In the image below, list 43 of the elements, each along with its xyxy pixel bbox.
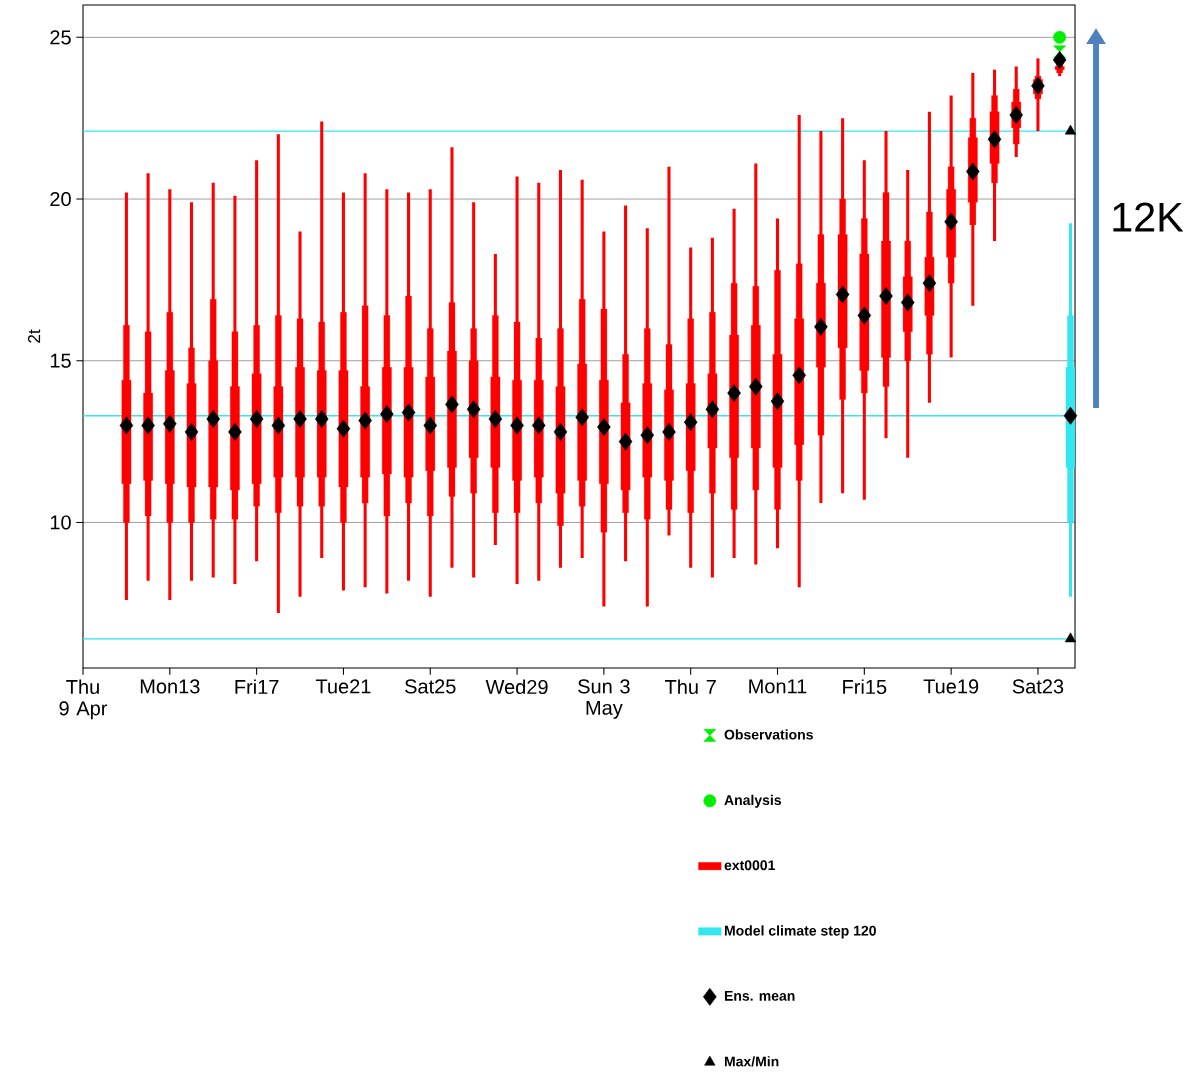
point (358, 411, 372, 430)
legend-label: Observations (724, 729, 813, 740)
text: 12K (1113, 202, 1184, 232)
point (900, 293, 915, 312)
point (228, 422, 242, 441)
x-tick-label: Tue21 (315, 679, 371, 694)
point (141, 416, 155, 435)
legend-label: Analysis (724, 794, 782, 808)
point (206, 410, 220, 428)
x-tick-label: Mon11 (749, 679, 807, 694)
point (380, 405, 394, 424)
point (814, 317, 828, 336)
x-tick-label: Fri15 (843, 679, 887, 695)
x-tick-label: Tue19 (923, 679, 979, 694)
point (1053, 45, 1067, 59)
legend-label: Max/Min (724, 1056, 779, 1067)
x-tick-label: Sun 3 May (578, 679, 630, 719)
x-tick-label: Sat25 (405, 679, 456, 694)
y-tick-label: 15 (50, 353, 71, 368)
point (922, 274, 937, 293)
point (966, 162, 980, 181)
legend-label: Model climate step 120 (724, 925, 876, 939)
x-tick-label: Mon13 (140, 679, 200, 694)
y-axis-title: 2t (27, 329, 41, 343)
x-tick-label: Fri17 (235, 679, 279, 694)
y-tick-label: 25 (50, 30, 71, 45)
x-tick-label: Thu 9 Apr (59, 679, 108, 720)
point (1053, 30, 1067, 44)
point (293, 410, 307, 428)
legend-label: ext0001 (724, 860, 775, 871)
point (510, 416, 524, 435)
x-tick-label: Sat23 (1012, 679, 1064, 694)
x-tick-label: Wed29 (485, 679, 548, 695)
point (662, 422, 676, 441)
point (987, 130, 1002, 149)
point (1052, 51, 1067, 69)
y-tick-label: 10 (50, 515, 71, 530)
point (1009, 106, 1024, 124)
legend-label: Ens. mean (724, 991, 795, 1001)
y-tick-label: 20 (50, 191, 71, 207)
point (944, 212, 958, 231)
x-tick-label: Thu 7 (665, 679, 716, 695)
point (597, 418, 611, 436)
